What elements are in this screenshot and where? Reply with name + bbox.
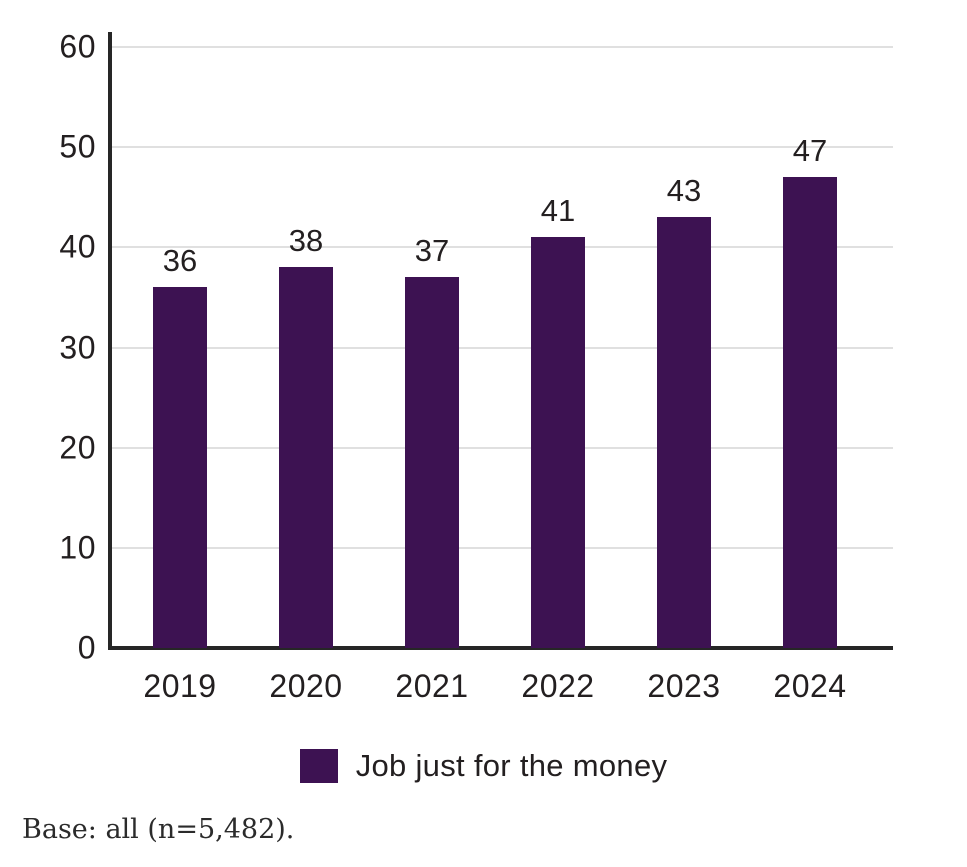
y-axis-tick-label: 20 [59,429,96,466]
x-axis-tick-label: 2021 [395,668,469,704]
x-axis-tick-label: 2020 [269,668,343,704]
bar [279,267,333,648]
gridline [110,347,893,349]
x-axis-tick-label: 2023 [647,668,721,704]
bar-value-label: 38 [288,223,324,258]
gridline [110,146,893,148]
legend-swatch [299,749,338,783]
legend-label: Job just for the money [355,748,668,783]
y-axis-tick-label: 30 [59,329,96,366]
bar-value-label: 37 [414,233,450,268]
bar [657,217,711,648]
legend: Job just for the money [0,748,967,784]
base-note: Base: all (n=5,482). [22,814,295,845]
bar-value-label: 47 [792,133,828,168]
bar [783,177,837,648]
bar [153,287,207,648]
y-axis-tick-label: 0 [77,629,96,666]
gridline [110,447,893,449]
bar-value-label: 43 [666,173,702,208]
gridline [110,246,893,248]
y-axis-line [108,32,112,650]
bar [531,237,585,648]
x-axis-tick-label: 2024 [773,668,847,704]
y-axis-tick-label: 40 [59,228,96,265]
y-axis-tick-label: 60 [59,28,96,65]
x-axis-tick-label: 2022 [521,668,595,704]
gridline [110,547,893,549]
bar-value-label: 36 [162,243,198,278]
x-axis-line [110,646,893,650]
gridline [110,46,893,48]
y-axis-tick-label: 50 [59,128,96,165]
x-axis-tick-label: 2019 [143,668,217,704]
bar-value-label: 41 [540,193,576,228]
y-axis-tick-label: 10 [59,529,96,566]
bar [405,277,459,648]
